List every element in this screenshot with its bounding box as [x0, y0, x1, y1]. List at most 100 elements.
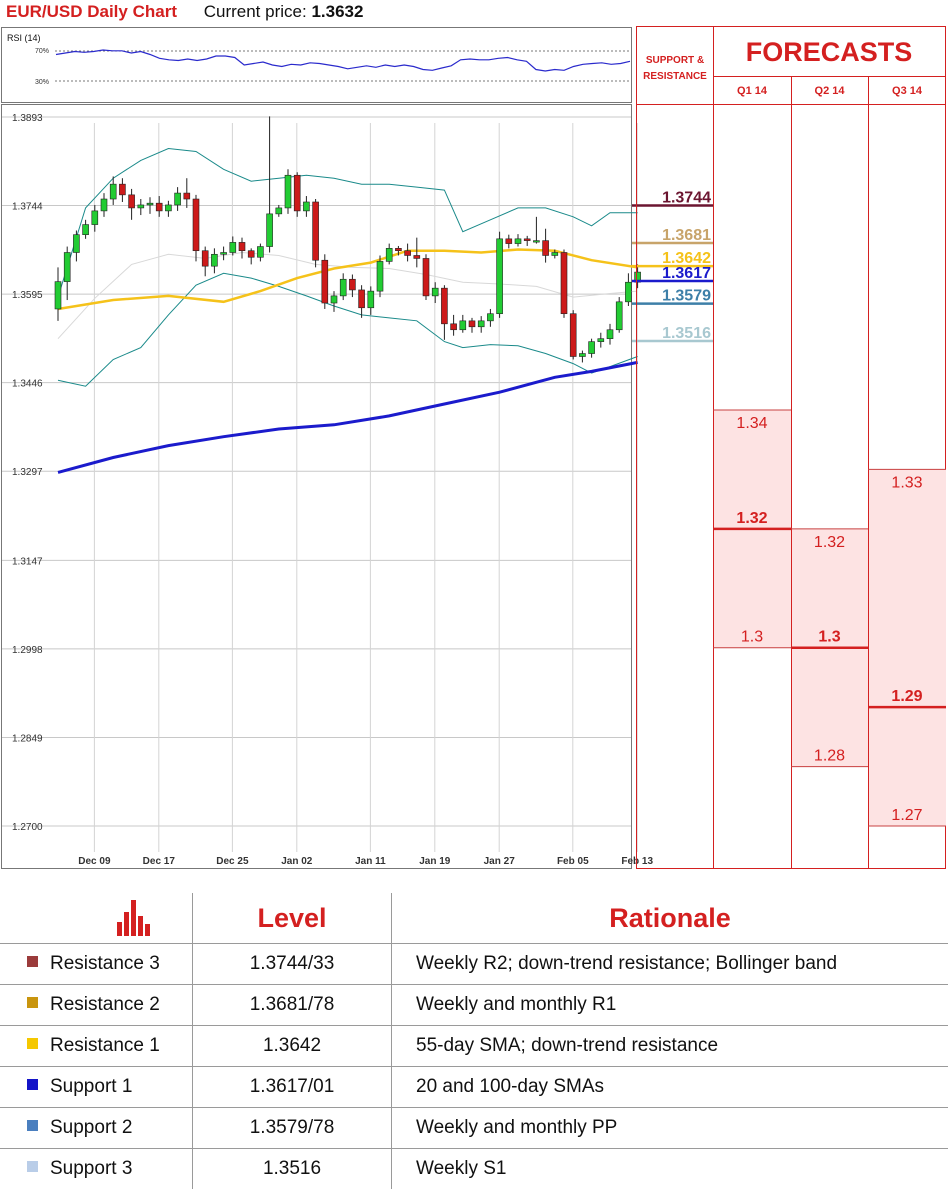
candle	[73, 230, 80, 262]
candle	[100, 193, 108, 217]
candle	[229, 236, 237, 256]
y-tick-label: 1.3446	[12, 379, 43, 390]
candle-body	[431, 287, 439, 297]
candle-body	[63, 252, 71, 282]
y-tick-label: 1.3595	[12, 290, 43, 301]
forecast-level-label: 1.27	[891, 807, 922, 824]
rsi-frame	[1, 27, 632, 103]
level-rationale: 20 and 100-day SMAs	[391, 1066, 948, 1108]
sr-level-label: 1.3744	[662, 190, 711, 207]
candle	[569, 310, 577, 360]
candle-body	[542, 240, 549, 256]
sr-level-label: 1.3579	[662, 288, 711, 305]
candle-body	[303, 201, 310, 212]
table-row: Resistance 1 1.3642 55-day SMA; down-trend…	[0, 1025, 948, 1067]
level-rationale: Weekly R2; down-trend resistance; Bollin…	[391, 943, 948, 985]
candle	[146, 197, 154, 214]
candle	[247, 248, 255, 265]
y-tick-label: 1.3297	[12, 467, 43, 478]
candle-body	[450, 323, 457, 331]
candle	[523, 235, 531, 246]
candle	[404, 243, 411, 262]
candle-body	[266, 213, 273, 247]
candle	[201, 246, 209, 277]
forecast-quarter-label: Q2 14	[815, 85, 846, 97]
forecast-level-label: 1.33	[891, 474, 922, 491]
candle-body	[579, 353, 586, 357]
candle	[183, 178, 191, 208]
candle-body	[588, 341, 595, 354]
current-price: Current price: 1.3632	[204, 2, 364, 21]
sr-level-label: 1.3681	[662, 227, 711, 244]
forecast-level-label: 1.3	[741, 629, 763, 646]
candle-body	[275, 207, 283, 215]
chart-canvas: RSI (14) 70% 30% 1.3893 1.3744 1.3595 1.344…	[1, 26, 946, 869]
candle-body	[100, 198, 108, 212]
candle-body	[395, 248, 402, 252]
candle	[367, 286, 375, 315]
candle-body	[174, 192, 181, 206]
candle	[615, 297, 623, 333]
sr-header-line1: SUPPORT &	[646, 55, 704, 66]
forecast-column-3: Q3 14 1.33 1.29 1.27	[868, 85, 946, 827]
sr-level-label: 1.3516	[662, 325, 711, 342]
rsi-30-label: 30%	[35, 79, 49, 86]
rsi-line	[55, 49, 631, 72]
chart-icon-cell	[0, 893, 193, 944]
level-swatch	[27, 1038, 38, 1050]
candle	[450, 314, 457, 336]
candle	[312, 199, 319, 268]
candle-body	[385, 248, 393, 262]
candle	[376, 255, 384, 298]
candle-body	[330, 295, 338, 304]
x-tick-label: Feb 05	[557, 856, 589, 867]
candle	[422, 254, 430, 301]
candles	[54, 116, 641, 363]
level-swatch	[27, 1120, 38, 1132]
candle	[63, 246, 71, 301]
candle	[137, 199, 145, 216]
current-price-value: 1.3632	[311, 2, 364, 21]
candle	[413, 237, 421, 268]
candle-body	[468, 320, 476, 328]
y-axis: 1.3893 1.3744 1.3595 1.3446 1.3297 1.3147 1.29…	[12, 113, 43, 833]
level-value: 1.3579/78	[192, 1107, 392, 1149]
candle-body	[54, 281, 62, 310]
level-name-cell: Support 3	[0, 1148, 193, 1189]
candle	[496, 231, 503, 318]
candle-body	[284, 174, 292, 209]
candle-body	[496, 238, 503, 315]
level-name-cell: Resistance 1	[0, 1025, 193, 1067]
x-tick-label: Jan 19	[419, 856, 451, 867]
candle	[91, 204, 99, 232]
candle	[441, 285, 448, 340]
level-name: Resistance 3	[50, 953, 160, 974]
x-axis: Dec 09 Dec 17 Dec 25 Jan 02 Jan 11 Jan 19 Jan …	[78, 856, 653, 867]
sma-100-line	[57, 360, 638, 474]
forecast-range	[869, 469, 946, 826]
level-name-cell: Resistance 2	[0, 984, 193, 1026]
candle-body	[201, 250, 209, 267]
candle	[220, 246, 227, 261]
level-swatch	[27, 997, 38, 1009]
candle-body	[91, 210, 99, 225]
candle	[349, 274, 356, 298]
candle-body	[220, 252, 227, 255]
candle-body	[293, 174, 301, 212]
y-tick-label: 1.3893	[12, 113, 43, 124]
forecast-column-2: Q2 14 1.32 1.3 1.28	[791, 85, 868, 768]
level-value: 1.3617/01	[192, 1066, 392, 1108]
candle	[257, 243, 264, 262]
candle	[266, 116, 273, 253]
candle-body	[569, 313, 577, 357]
candle	[330, 291, 338, 312]
candle	[165, 200, 172, 217]
candle	[606, 323, 614, 345]
forecast-level-label: 1.32	[814, 534, 845, 551]
candle	[174, 187, 181, 211]
candle-body	[376, 261, 384, 292]
price-chart: 1.3893 1.3744 1.3595 1.3446 1.3297 1.3147 1.29…	[1, 104, 713, 869]
level-rationale: Weekly S1	[391, 1148, 948, 1189]
candle-body	[211, 253, 218, 267]
candle	[395, 245, 402, 256]
